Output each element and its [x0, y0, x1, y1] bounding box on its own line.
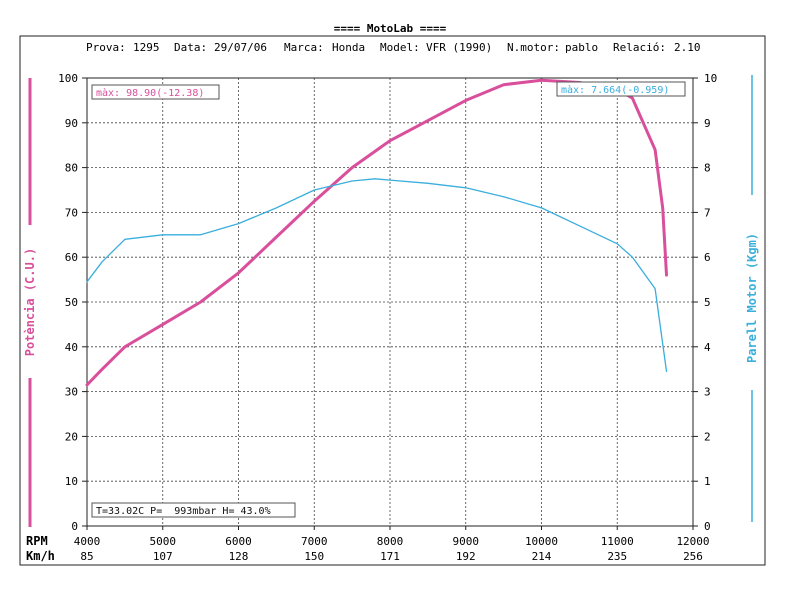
- x-axis-title: RPM: [26, 534, 48, 548]
- y-right-tick-label: 9: [704, 117, 711, 130]
- marca-value: Honda: [332, 41, 365, 54]
- x-tick-label: 10000: [525, 535, 558, 548]
- info-line: Prova: 1295 Data: 29/07/06 Marca: Honda …: [86, 41, 701, 54]
- y-right-tick-label: 5: [704, 296, 711, 309]
- x-tick-label: 5000: [150, 535, 177, 548]
- relacio-label: Relació:: [613, 41, 666, 54]
- nmotor-value: pablo: [565, 41, 598, 54]
- max-power-label: màx: 98.90(-12.38): [96, 87, 204, 99]
- y-right-tick-label: 8: [704, 162, 711, 175]
- max-power-annotation: màx: 98.90(-12.38): [91, 84, 220, 100]
- outer-frame: [19, 35, 766, 566]
- x-tick-label: 7000: [301, 535, 328, 548]
- y-left-tick-label: 30: [65, 386, 78, 399]
- x-tick-label: 9000: [453, 535, 480, 548]
- x2-tick-label: 85: [80, 550, 93, 563]
- relacio-value: 2.10: [674, 41, 701, 54]
- y-left-tick-label: 80: [65, 162, 78, 175]
- x2-tick-label: 128: [229, 550, 249, 563]
- x2-tick-label: 150: [304, 550, 324, 563]
- y-right-tick-label: 0: [704, 520, 711, 533]
- max-torque-label: màx: 7.664(-0.959): [561, 84, 669, 96]
- conditions-annotation: T=33.02C P= 993mbar H= 43.0%: [91, 502, 296, 518]
- power-series-line: [85, 78, 668, 387]
- prova-label: Prova:: [86, 41, 126, 54]
- x2-axis-title: Km/h: [26, 549, 55, 563]
- series-layer: [85, 78, 668, 387]
- x-tick-label: 4000: [74, 535, 101, 548]
- grid: [87, 78, 693, 526]
- x2-tick-label: 192: [456, 550, 476, 563]
- chart-title: ==== MotoLab ====: [334, 22, 447, 35]
- y-right-tick-label: 7: [704, 206, 711, 219]
- y-left-tick-label: 50: [65, 296, 78, 309]
- x-tick-label: 6000: [225, 535, 252, 548]
- marca-label: Marca:: [284, 41, 324, 54]
- y-right-tick-label: 1: [704, 475, 711, 488]
- x2-tick-label: 171: [380, 550, 400, 563]
- model-label: Model:: [380, 41, 420, 54]
- y-left-tick-label: 10: [65, 475, 78, 488]
- y-left-tick-label: 70: [65, 206, 78, 219]
- model-value: VFR (1990): [426, 41, 492, 54]
- y-left-tick-label: 20: [65, 430, 78, 443]
- x2-tick-label: 256: [683, 550, 703, 563]
- y-right-tick-label: 4: [704, 341, 711, 354]
- y-right-tick-label: 6: [704, 251, 711, 264]
- y-left-ticks: 0 10 20 30 40 50 60 70 80 90 100: [58, 72, 87, 533]
- y-axis-right-title: Parell Motor (Kgm): [745, 233, 759, 363]
- y-left-tick-label: 100: [58, 72, 78, 85]
- data-label: Data:: [174, 41, 207, 54]
- conditions-label: T=33.02C P= 993mbar H= 43.0%: [96, 506, 271, 517]
- y-left-tick-label: 60: [65, 251, 78, 264]
- y-left-tick-label: 40: [65, 341, 78, 354]
- y-right-ticks: 0 1 2 3 4 5 6 7 8 9 10: [693, 72, 717, 533]
- prova-value: 1295: [133, 41, 160, 54]
- x2-tick-label: 235: [607, 550, 627, 563]
- x2-tick-label: 214: [532, 550, 552, 563]
- y-axis-left-title: Potència (C.U.): [23, 248, 37, 356]
- x-tick-label: 8000: [377, 535, 404, 548]
- y-left-tick-label: 90: [65, 117, 78, 130]
- data-value: 29/07/06: [214, 41, 267, 54]
- y-right-tick-label: 2: [704, 430, 711, 443]
- x-ticks: 4000 85 5000 107 6000 128 7000 150 8000 171 9000 19…: [74, 526, 710, 563]
- x2-tick-label: 107: [153, 550, 173, 563]
- max-torque-annotation: màx: 7.664(-0.959): [556, 81, 686, 97]
- y-left-tick-label: 0: [71, 520, 78, 533]
- y-right-tick-label: 10: [704, 72, 717, 85]
- torque-series-line: [86, 178, 668, 373]
- nmotor-label: N.motor:: [507, 41, 560, 54]
- y-right-tick-label: 3: [704, 386, 711, 399]
- x-tick-label: 11000: [601, 535, 634, 548]
- x-tick-label: 12000: [676, 535, 709, 548]
